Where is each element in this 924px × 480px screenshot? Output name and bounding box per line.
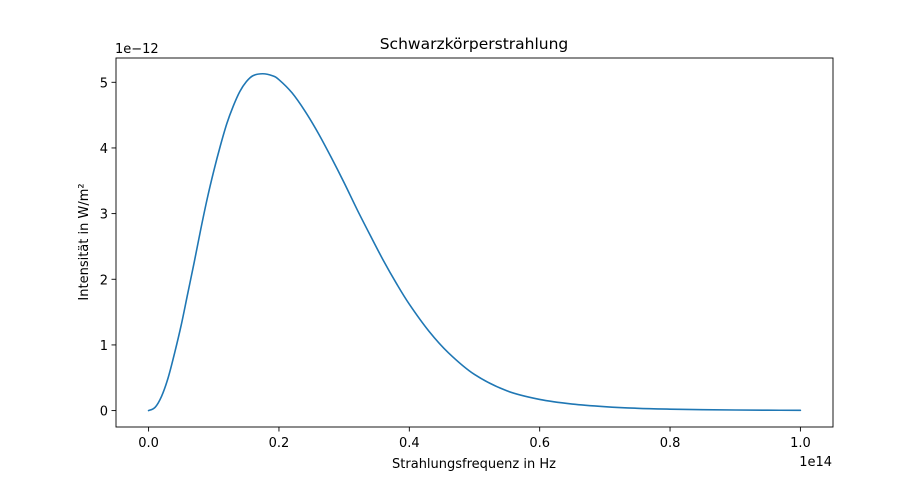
x-tick-label: 1.0: [790, 436, 811, 451]
y-tick-label: 3: [100, 208, 108, 223]
x-axis-label: Strahlungsfrequenz in Hz: [392, 457, 556, 472]
y-tick-label: 1: [100, 339, 108, 354]
x-offset-label: 1e14: [799, 455, 832, 470]
x-tick-label: 0.4: [399, 436, 420, 451]
y-offset-label: 1e−12: [115, 42, 159, 57]
x-tick-label: 0.8: [660, 436, 681, 451]
x-tick-label: 0.6: [529, 436, 550, 451]
x-tick-label: 0.2: [269, 436, 290, 451]
y-tick-label: 2: [100, 273, 108, 288]
y-axis-label: Intensität in W/m²: [77, 183, 92, 300]
chart-title: Schwarzkörperstrahlung: [380, 35, 569, 53]
series-line: [147, 72, 802, 412]
y-tick-label: 0: [100, 405, 108, 420]
y-tick-label: 4: [100, 142, 108, 157]
plot-frame: [115, 57, 834, 428]
y-tick-label: 5: [100, 76, 108, 91]
ticks-group: 0.0 0.2 0.4 0.6 0.8 1.0 0 1 2 3 4 5: [100, 76, 811, 451]
x-tick-label: 0.0: [138, 436, 159, 451]
